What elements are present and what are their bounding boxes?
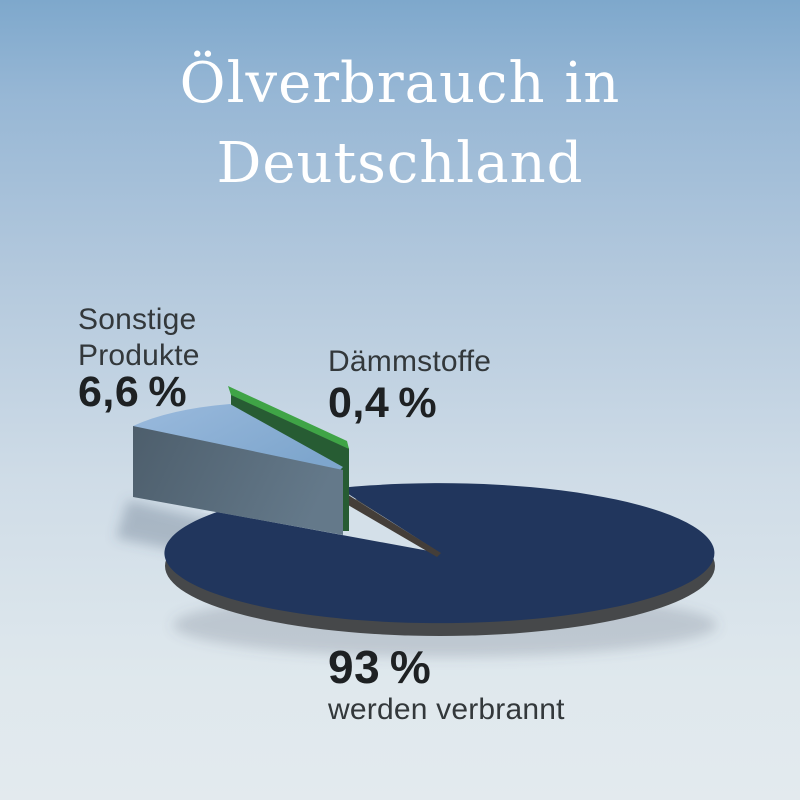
label-daemmstoffe: Dämmstoffe bbox=[328, 345, 492, 378]
pie-cut-wall bbox=[345, 493, 441, 557]
value-sonstige-produkte: 6,6 % bbox=[78, 368, 188, 416]
chart-title-line1: Ölverbrauch in bbox=[179, 51, 621, 116]
chart-title: Ölverbrauch in Deutschland bbox=[0, 44, 800, 204]
value-daemmstoffe: 0,4 % bbox=[328, 379, 438, 427]
label-sonstige-produkte: Sonstige Produkte bbox=[78, 303, 200, 372]
pie-slice-insulation-top-edge bbox=[228, 386, 349, 449]
pie-slice-products-top bbox=[133, 404, 343, 470]
label-verbrannt: werden verbrannt bbox=[328, 693, 565, 726]
value-verbrannt: 93 % bbox=[328, 641, 432, 693]
pie-slice-products-side bbox=[133, 426, 343, 535]
chart-title-line2: Deutschland bbox=[216, 131, 584, 196]
